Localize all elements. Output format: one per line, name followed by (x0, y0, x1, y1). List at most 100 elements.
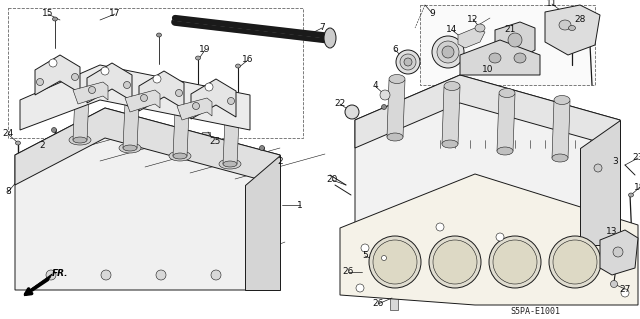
Text: 5: 5 (362, 251, 368, 261)
Text: 20: 20 (326, 175, 338, 184)
Text: 13: 13 (606, 227, 618, 236)
Text: 23: 23 (632, 153, 640, 162)
Ellipse shape (101, 67, 109, 75)
Bar (108, 223, 118, 237)
Text: 3: 3 (612, 158, 618, 167)
Polygon shape (600, 230, 638, 275)
Ellipse shape (324, 28, 336, 48)
Ellipse shape (628, 193, 634, 197)
Ellipse shape (444, 81, 460, 91)
Ellipse shape (404, 58, 412, 66)
Ellipse shape (157, 33, 161, 37)
Polygon shape (177, 98, 212, 120)
Text: 25: 25 (209, 137, 221, 146)
Polygon shape (125, 90, 160, 112)
Polygon shape (458, 28, 485, 48)
Text: 18: 18 (634, 182, 640, 191)
Ellipse shape (36, 78, 44, 85)
Ellipse shape (442, 140, 458, 148)
Ellipse shape (225, 115, 239, 123)
Ellipse shape (496, 233, 504, 241)
Bar (145, 220, 177, 240)
Ellipse shape (437, 41, 459, 63)
Ellipse shape (554, 95, 570, 105)
Ellipse shape (124, 81, 131, 88)
Ellipse shape (227, 98, 234, 105)
Ellipse shape (497, 147, 513, 155)
Polygon shape (173, 111, 189, 156)
Text: S5PA-E1001: S5PA-E1001 (510, 308, 560, 316)
Bar (90, 220, 122, 240)
Polygon shape (460, 40, 540, 75)
Polygon shape (87, 63, 132, 103)
Text: 1: 1 (297, 201, 303, 210)
Ellipse shape (211, 270, 221, 280)
Polygon shape (552, 101, 570, 158)
Bar (358, 175, 378, 188)
Ellipse shape (175, 90, 182, 97)
Bar (362, 272, 370, 284)
Polygon shape (191, 79, 236, 119)
Text: 6: 6 (392, 46, 398, 55)
Ellipse shape (361, 244, 369, 252)
Ellipse shape (499, 88, 515, 98)
Bar (39, 223, 49, 237)
Text: 9: 9 (429, 9, 435, 18)
Ellipse shape (205, 83, 213, 91)
Bar (202, 132, 210, 138)
Bar (8, 8, 303, 138)
Bar (163, 223, 173, 237)
Bar (420, 5, 595, 85)
Polygon shape (355, 75, 620, 245)
Ellipse shape (125, 99, 139, 107)
Polygon shape (73, 82, 108, 104)
Ellipse shape (389, 75, 405, 84)
Ellipse shape (429, 236, 481, 288)
Ellipse shape (489, 53, 501, 63)
Text: 14: 14 (446, 26, 458, 34)
Bar (218, 223, 228, 237)
Ellipse shape (73, 137, 87, 143)
Ellipse shape (15, 141, 20, 145)
Polygon shape (73, 95, 89, 140)
Ellipse shape (387, 133, 403, 141)
Polygon shape (387, 80, 405, 137)
Text: 27: 27 (620, 285, 630, 293)
Ellipse shape (621, 289, 629, 297)
Ellipse shape (489, 236, 541, 288)
Ellipse shape (381, 105, 387, 109)
Text: 19: 19 (199, 46, 211, 55)
Ellipse shape (613, 247, 623, 257)
Text: 2: 2 (39, 140, 45, 150)
Ellipse shape (432, 36, 464, 68)
Bar (35, 220, 67, 240)
Ellipse shape (101, 270, 111, 280)
Ellipse shape (195, 56, 200, 60)
Polygon shape (442, 87, 460, 144)
Ellipse shape (493, 240, 537, 284)
Bar (358, 229, 378, 242)
Ellipse shape (475, 24, 485, 32)
Text: 17: 17 (109, 10, 121, 19)
Text: FR.: FR. (52, 269, 68, 278)
Polygon shape (139, 71, 184, 111)
Text: 16: 16 (243, 56, 253, 64)
Ellipse shape (552, 154, 568, 162)
Ellipse shape (433, 240, 477, 284)
Text: 10: 10 (483, 65, 493, 75)
Ellipse shape (88, 86, 95, 93)
Ellipse shape (169, 151, 191, 161)
Ellipse shape (345, 105, 359, 119)
Ellipse shape (559, 20, 571, 30)
Ellipse shape (175, 107, 189, 115)
Bar (94, 223, 104, 237)
Ellipse shape (123, 145, 137, 151)
Text: 26: 26 (342, 268, 354, 277)
Text: 21: 21 (504, 26, 516, 34)
Polygon shape (580, 120, 620, 245)
Text: 24: 24 (3, 130, 13, 138)
Text: 15: 15 (42, 10, 54, 19)
Ellipse shape (508, 33, 522, 47)
Text: 8: 8 (5, 188, 11, 197)
Polygon shape (245, 155, 280, 290)
